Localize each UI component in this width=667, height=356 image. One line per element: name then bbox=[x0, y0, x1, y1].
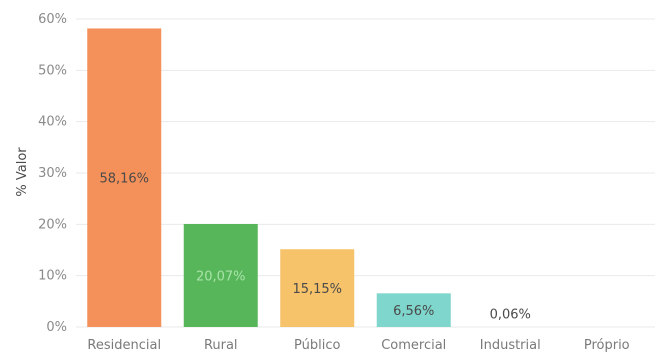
x-tick-label-próprio: Próprio bbox=[584, 338, 630, 353]
x-tick-label-rural: Rural bbox=[204, 338, 238, 353]
y-axis-ticks: 0% 10% 20% 30% 40% 50% 60% bbox=[38, 12, 67, 335]
data-label-comercial: 6,56% bbox=[393, 304, 434, 319]
bar-comercial bbox=[376, 293, 451, 327]
x-tick-label-comercial: Comercial bbox=[381, 338, 446, 353]
data-label-público: 15,15% bbox=[292, 282, 342, 297]
y-tick-label-6: 60% bbox=[38, 12, 67, 27]
y-tick-label-4: 40% bbox=[38, 115, 67, 130]
data-label-industrial: 0,06% bbox=[490, 308, 531, 323]
bar-residencial bbox=[87, 28, 162, 327]
x-tick-label-industrial: Industrial bbox=[480, 338, 541, 353]
y-tick-label-1: 10% bbox=[38, 269, 67, 284]
data-label-rural: 20,07% bbox=[196, 269, 246, 284]
x-axis-categories: Residencial Rural Público Comercial Industri… bbox=[87, 338, 629, 353]
y-tick-label-2: 20% bbox=[38, 217, 67, 232]
bars bbox=[87, 28, 451, 327]
data-label-residencial: 58,16% bbox=[99, 172, 149, 187]
y-tick-label-5: 50% bbox=[38, 63, 67, 78]
bar-rural bbox=[183, 223, 258, 327]
y-tick-label-0: 0% bbox=[46, 320, 67, 335]
x-tick-label-público: Público bbox=[294, 338, 340, 353]
data-labels: 58,16% 20,07% 15,15% 6,56% 0,06% bbox=[99, 172, 530, 323]
bar-público bbox=[280, 249, 355, 327]
gridlines bbox=[76, 18, 655, 328]
x-tick-label-residencial: Residencial bbox=[87, 338, 161, 353]
y-axis-title: % Valor bbox=[15, 147, 30, 197]
y-tick-label-3: 30% bbox=[38, 166, 67, 181]
